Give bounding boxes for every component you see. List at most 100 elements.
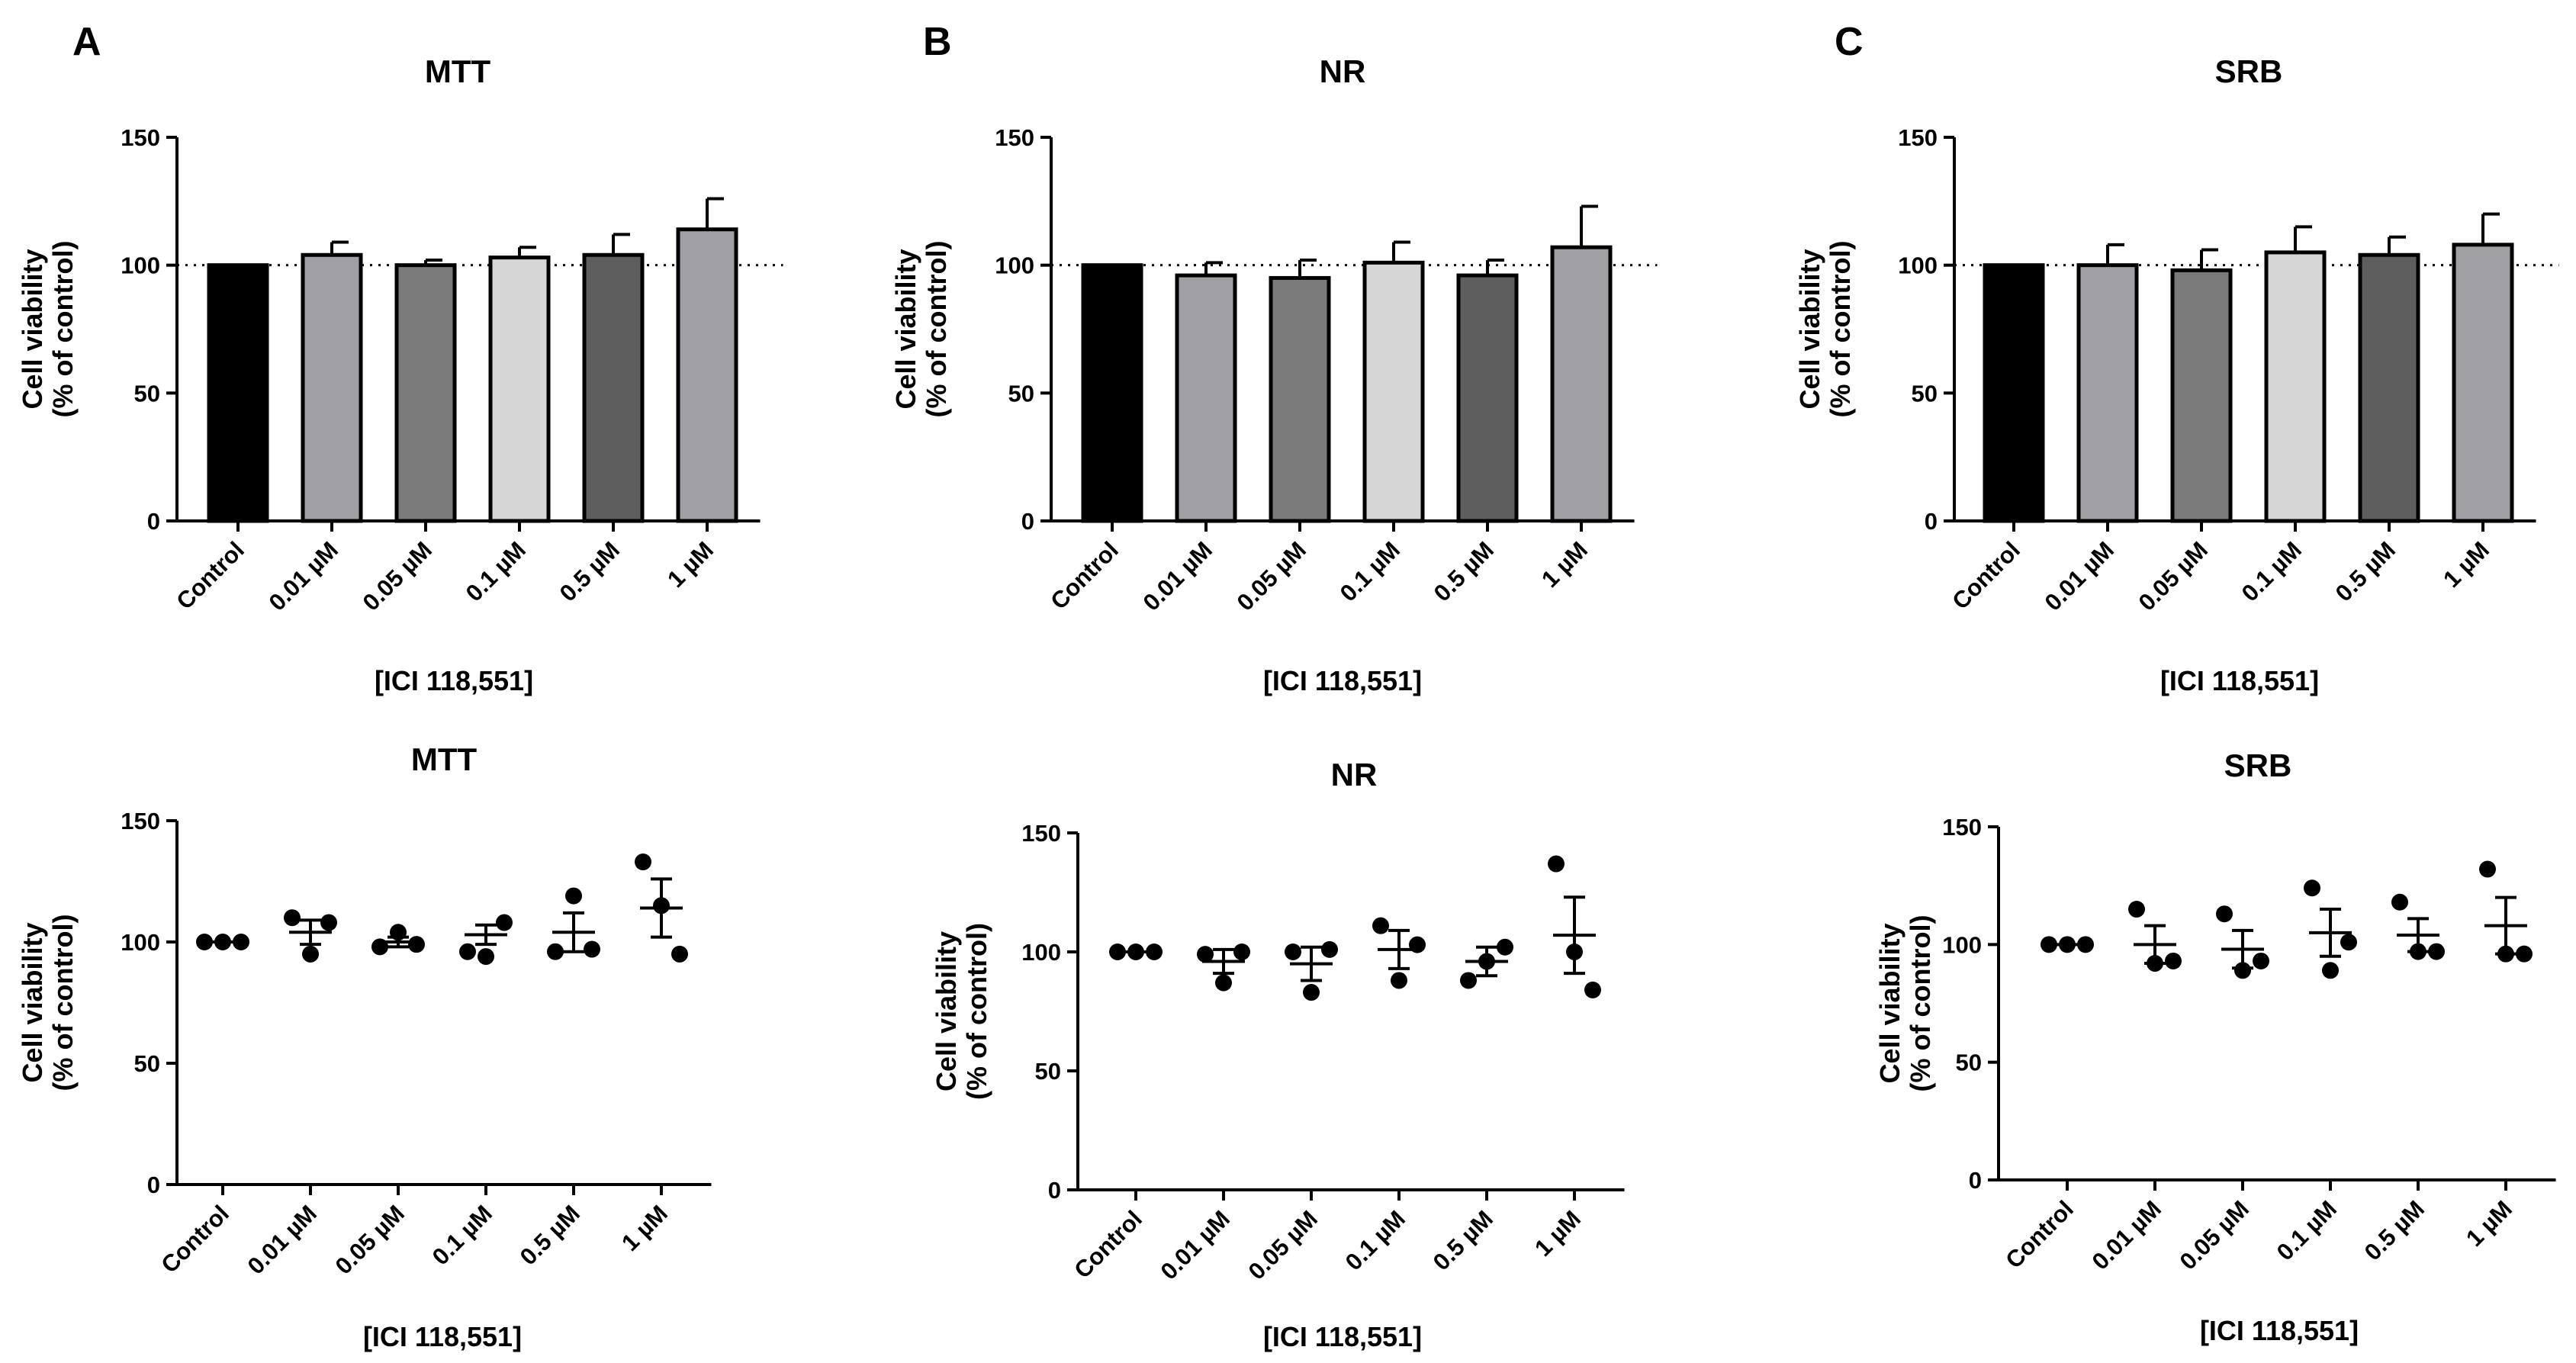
x-tick-label: 0.05 µM [1243, 1205, 1323, 1284]
y-tick-label: 100 [1898, 252, 1938, 279]
bar [1081, 263, 1143, 523]
data-point [2059, 936, 2076, 953]
chart-title: MTT [425, 53, 491, 89]
data-point [1109, 943, 1126, 960]
data-point [371, 938, 388, 956]
data-point [390, 924, 407, 941]
data-point [1409, 936, 1426, 953]
x-tick-label: Control [1069, 1205, 1147, 1284]
chart-b-scatter: NR Cell viability (% of control) [ICI 118,5… [931, 757, 1625, 1352]
data-point [2340, 934, 2357, 951]
y-tick-label: 0 [1969, 1167, 1982, 1194]
data-point [320, 914, 337, 931]
x-tick-label: 0.01 µM [264, 536, 343, 616]
data-point [1303, 984, 1320, 1001]
data-point [2165, 952, 2182, 969]
data-point [459, 943, 476, 960]
x-tick-label: 0.1 µM [2237, 536, 2307, 606]
chart-title: SRB [2224, 747, 2292, 783]
data-point [408, 936, 425, 953]
x-tick-label: 1 µM [2461, 1195, 2517, 1252]
data-point [671, 945, 688, 963]
y-axis-label: Cell viability [931, 931, 962, 1091]
data-point [1233, 943, 1250, 960]
bar [1175, 273, 1237, 523]
x-tick-label: 0.01 µM [1156, 1205, 1235, 1284]
data-point [1584, 981, 1601, 998]
data-point [653, 897, 670, 915]
data-point [1215, 974, 1232, 992]
data-point [2077, 936, 2094, 953]
x-tick-label: 1 µM [1536, 536, 1593, 593]
data-point [1197, 946, 1214, 963]
bar [2170, 268, 2233, 523]
y-tick-label: 150 [1898, 124, 1938, 151]
data-point [196, 934, 213, 950]
x-tick-label: Control [1045, 536, 1124, 615]
data-point [1391, 972, 1407, 989]
y-tick-label: 100 [121, 252, 160, 279]
data-point [284, 909, 301, 927]
data-point [496, 914, 513, 931]
bar [1550, 245, 1613, 523]
bar [676, 227, 738, 523]
x-axis-label: [ICI 118,551] [363, 1321, 522, 1352]
x-tick-label: 0.5 µM [1428, 1205, 1498, 1275]
x-tick-label: 0.1 µM [1335, 536, 1405, 606]
x-tick-label: 0.01 µM [243, 1200, 322, 1279]
bar [2076, 263, 2139, 523]
data-point [584, 940, 600, 958]
data-point [1478, 953, 1495, 970]
bar [301, 252, 363, 523]
x-tick-label: 0.1 µM [461, 536, 531, 606]
bar [394, 263, 457, 523]
bar [207, 263, 269, 523]
y-tick-label: 50 [1956, 1050, 1982, 1076]
y-tick-label: 50 [134, 1050, 160, 1077]
bar [2264, 250, 2327, 523]
x-tick-label: 1 µM [1529, 1205, 1586, 1262]
chart-title: SRB [2215, 53, 2283, 89]
chart-a-scatter: MTT Cell viability (% of control) [ICI 118,… [17, 741, 712, 1352]
bar [2452, 243, 2514, 523]
chart-b-bar: NR Cell viability (% of control) [ICI 118,5… [890, 53, 1658, 696]
y-axis-label: Cell viability [1794, 249, 1825, 409]
data-point [2128, 901, 2145, 918]
y-tick-label: 0 [147, 508, 160, 535]
y-axis-label: (% of control) [1825, 241, 1856, 418]
data-point [1548, 855, 1565, 873]
x-tick-label: 0.05 µM [1232, 536, 1311, 616]
y-tick-label: 150 [121, 808, 160, 834]
data-point [2147, 955, 2163, 972]
chart-c-bar: SRB Cell viability (% of control) [ICI 118,… [1794, 53, 2559, 696]
data-point [1127, 943, 1144, 960]
data-point [2428, 943, 2445, 960]
data-point [233, 934, 249, 950]
y-axis-label: (% of control) [961, 923, 992, 1100]
y-axis-label: (% of control) [1905, 915, 1936, 1092]
y-axis-label: Cell viability [17, 249, 48, 409]
x-axis-label: [ICI 118,551] [375, 665, 533, 696]
data-point [2497, 945, 2514, 963]
data-point [2234, 962, 2251, 979]
y-tick-label: 0 [1021, 508, 1034, 535]
y-axis-label: (% of control) [921, 241, 952, 418]
x-tick-label: 0.01 µM [1138, 536, 1217, 616]
x-tick-label: Control [171, 536, 249, 615]
y-tick-label: 50 [1035, 1058, 1061, 1085]
x-tick-label: Control [1947, 536, 2025, 615]
y-axis-label: Cell viability [1874, 923, 1905, 1083]
y-tick-label: 100 [121, 929, 160, 956]
data-point [2391, 893, 2408, 911]
y-tick-label: 150 [1021, 820, 1061, 847]
x-tick-label: Control [2000, 1195, 2079, 1274]
panel-letter-a: A [72, 20, 101, 64]
y-tick-label: 0 [1925, 508, 1938, 535]
x-tick-label: 1 µM [662, 536, 719, 593]
y-tick-label: 100 [1021, 939, 1061, 966]
data-point [547, 943, 564, 960]
chart-title: MTT [411, 741, 478, 777]
y-tick-label: 0 [1048, 1177, 1061, 1204]
y-tick-label: 150 [121, 124, 160, 151]
